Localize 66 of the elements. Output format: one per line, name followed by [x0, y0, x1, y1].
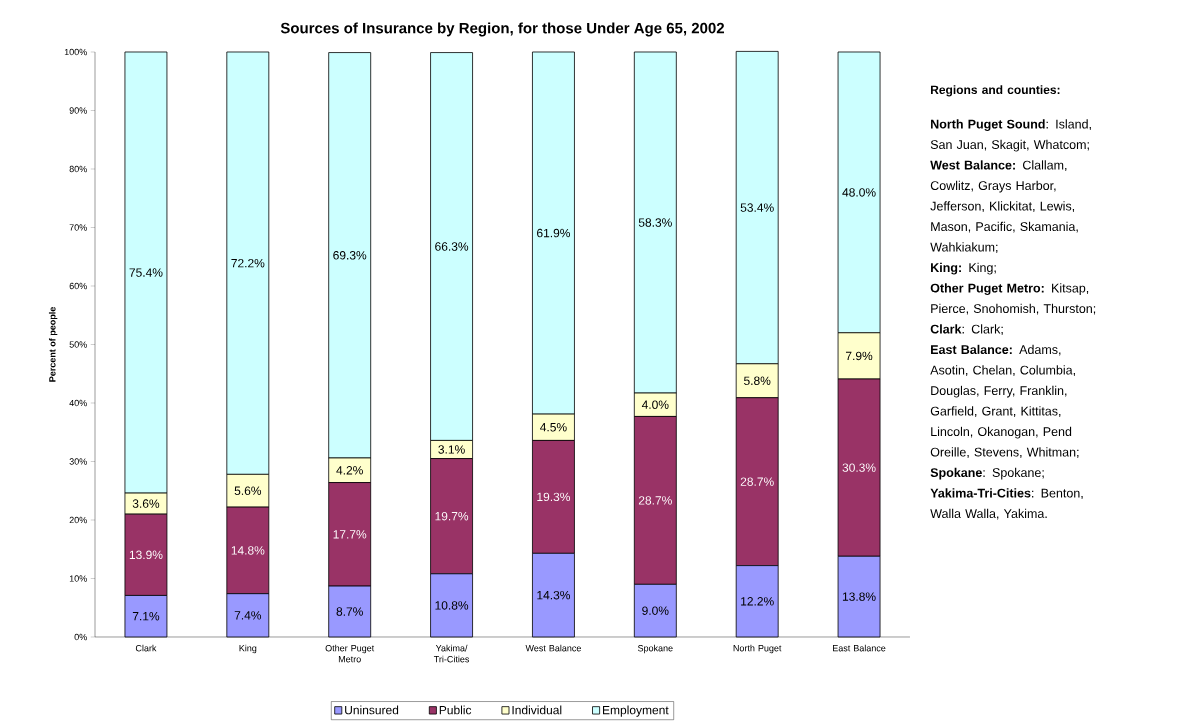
- y-tick-label: 10%: [69, 575, 87, 582]
- y-tick-label: 20%: [69, 516, 87, 524]
- data-label: 48.0%: [842, 188, 876, 197]
- x-tick-label: Other Puget Metro: [325, 644, 375, 663]
- data-label: 13.9%: [129, 550, 163, 560]
- data-label: 19.7%: [435, 511, 469, 521]
- data-label: 72.2%: [231, 258, 265, 268]
- data-label: 4.2%: [336, 466, 363, 475]
- text: Spokane: Spokane;: [930, 467, 1044, 480]
- data-label: 9.0%: [642, 606, 669, 615]
- data-label: 53.4%: [740, 203, 774, 212]
- chart-title: Sources of Insurance by Region, for those Under Age 65, 2002: [280, 22, 725, 37]
- x-tick-label: North Puget: [733, 644, 782, 654]
- text: North Puget Sound: Island, San Juan, Skagit, Whatcom;: [930, 119, 1091, 152]
- data-label: 12.2%: [741, 597, 774, 606]
- text: King: King;: [931, 262, 996, 275]
- x-tick-label: Spokane: [637, 644, 673, 654]
- data-label: 7.9%: [845, 351, 873, 361]
- text: Yakima-Tri-Cities: Benton, Walla Walla, Yakima.: [930, 488, 1083, 520]
- data-label: 69.3%: [333, 251, 367, 260]
- text: Regions and counties:: [931, 85, 1060, 97]
- text: Clark: Clark;: [930, 324, 1003, 335]
- data-label: 5.8%: [744, 376, 771, 385]
- data-label: 58.3%: [638, 218, 672, 227]
- data-label: 10.8%: [435, 601, 469, 610]
- data-label: 4.0%: [641, 400, 669, 409]
- y-tick-label: 80%: [69, 165, 87, 173]
- x-tick-label: West Balance: [525, 644, 581, 652]
- y-tick-label: 100%: [64, 48, 87, 56]
- data-label: 61.9%: [537, 228, 571, 238]
- data-label: 7.1%: [132, 612, 160, 621]
- data-label: 13.8%: [842, 592, 876, 601]
- x-tick-label: Yakima/ Tri-Cities: [433, 644, 470, 663]
- x-tick-label: East Balance: [833, 644, 886, 652]
- data-label: 14.8%: [231, 546, 265, 555]
- y-axis-title: Percent of people: [48, 307, 58, 382]
- data-label: 30.3%: [842, 463, 876, 472]
- data-label: 28.7%: [740, 477, 774, 486]
- y-tick-label: 50%: [69, 341, 87, 348]
- legend-label: Employment: [603, 705, 669, 717]
- x-tick-label: Clark: [135, 644, 157, 652]
- data-label: 75.4%: [129, 268, 163, 277]
- data-label: 28.7%: [638, 496, 672, 505]
- legend-label: Public: [439, 705, 472, 715]
- x-tick-label: King: [239, 644, 257, 654]
- data-label: 4.5%: [540, 423, 567, 432]
- data-label: 3.6%: [132, 499, 160, 508]
- data-label: 8.7%: [336, 607, 363, 616]
- text: East Balance: Adams, Asotin, Chelan, Columbia, Douglas, Ferry, Franklin, Garfield, Grant, Kittitas, Lincoln, Okanogan, Pend Oreille, Stevens, Whitman;: [930, 344, 1079, 458]
- data-label: 66.3%: [435, 242, 469, 251]
- text: West Balance: Clallam, Cowlitz, Grays Harbor, Jefferson, Klickitat, Lewis, Mason, Pacific, Skamania, Wahkiakum;: [930, 160, 1078, 253]
- y-tick-label: 70%: [69, 224, 87, 231]
- data-label: 5.6%: [234, 486, 262, 495]
- data-label: 14.3%: [537, 590, 571, 600]
- data-label: 3.1%: [438, 445, 465, 454]
- legend-label: Uninsured: [345, 705, 399, 715]
- data-label: 17.7%: [333, 530, 367, 539]
- y-tick-label: 30%: [69, 458, 87, 465]
- y-tick-label: 60%: [69, 282, 87, 290]
- y-tick-label: 40%: [69, 399, 87, 407]
- legend-label: Individual: [512, 705, 562, 715]
- y-tick-label: 90%: [69, 107, 87, 114]
- data-label: 7.4%: [234, 611, 262, 620]
- text: Other Puget Metro: Kitsap, Pierce, Snohomish, Thurston;: [930, 283, 1096, 315]
- y-tick-label: 0%: [74, 633, 87, 641]
- data-label: 19.3%: [537, 492, 571, 502]
